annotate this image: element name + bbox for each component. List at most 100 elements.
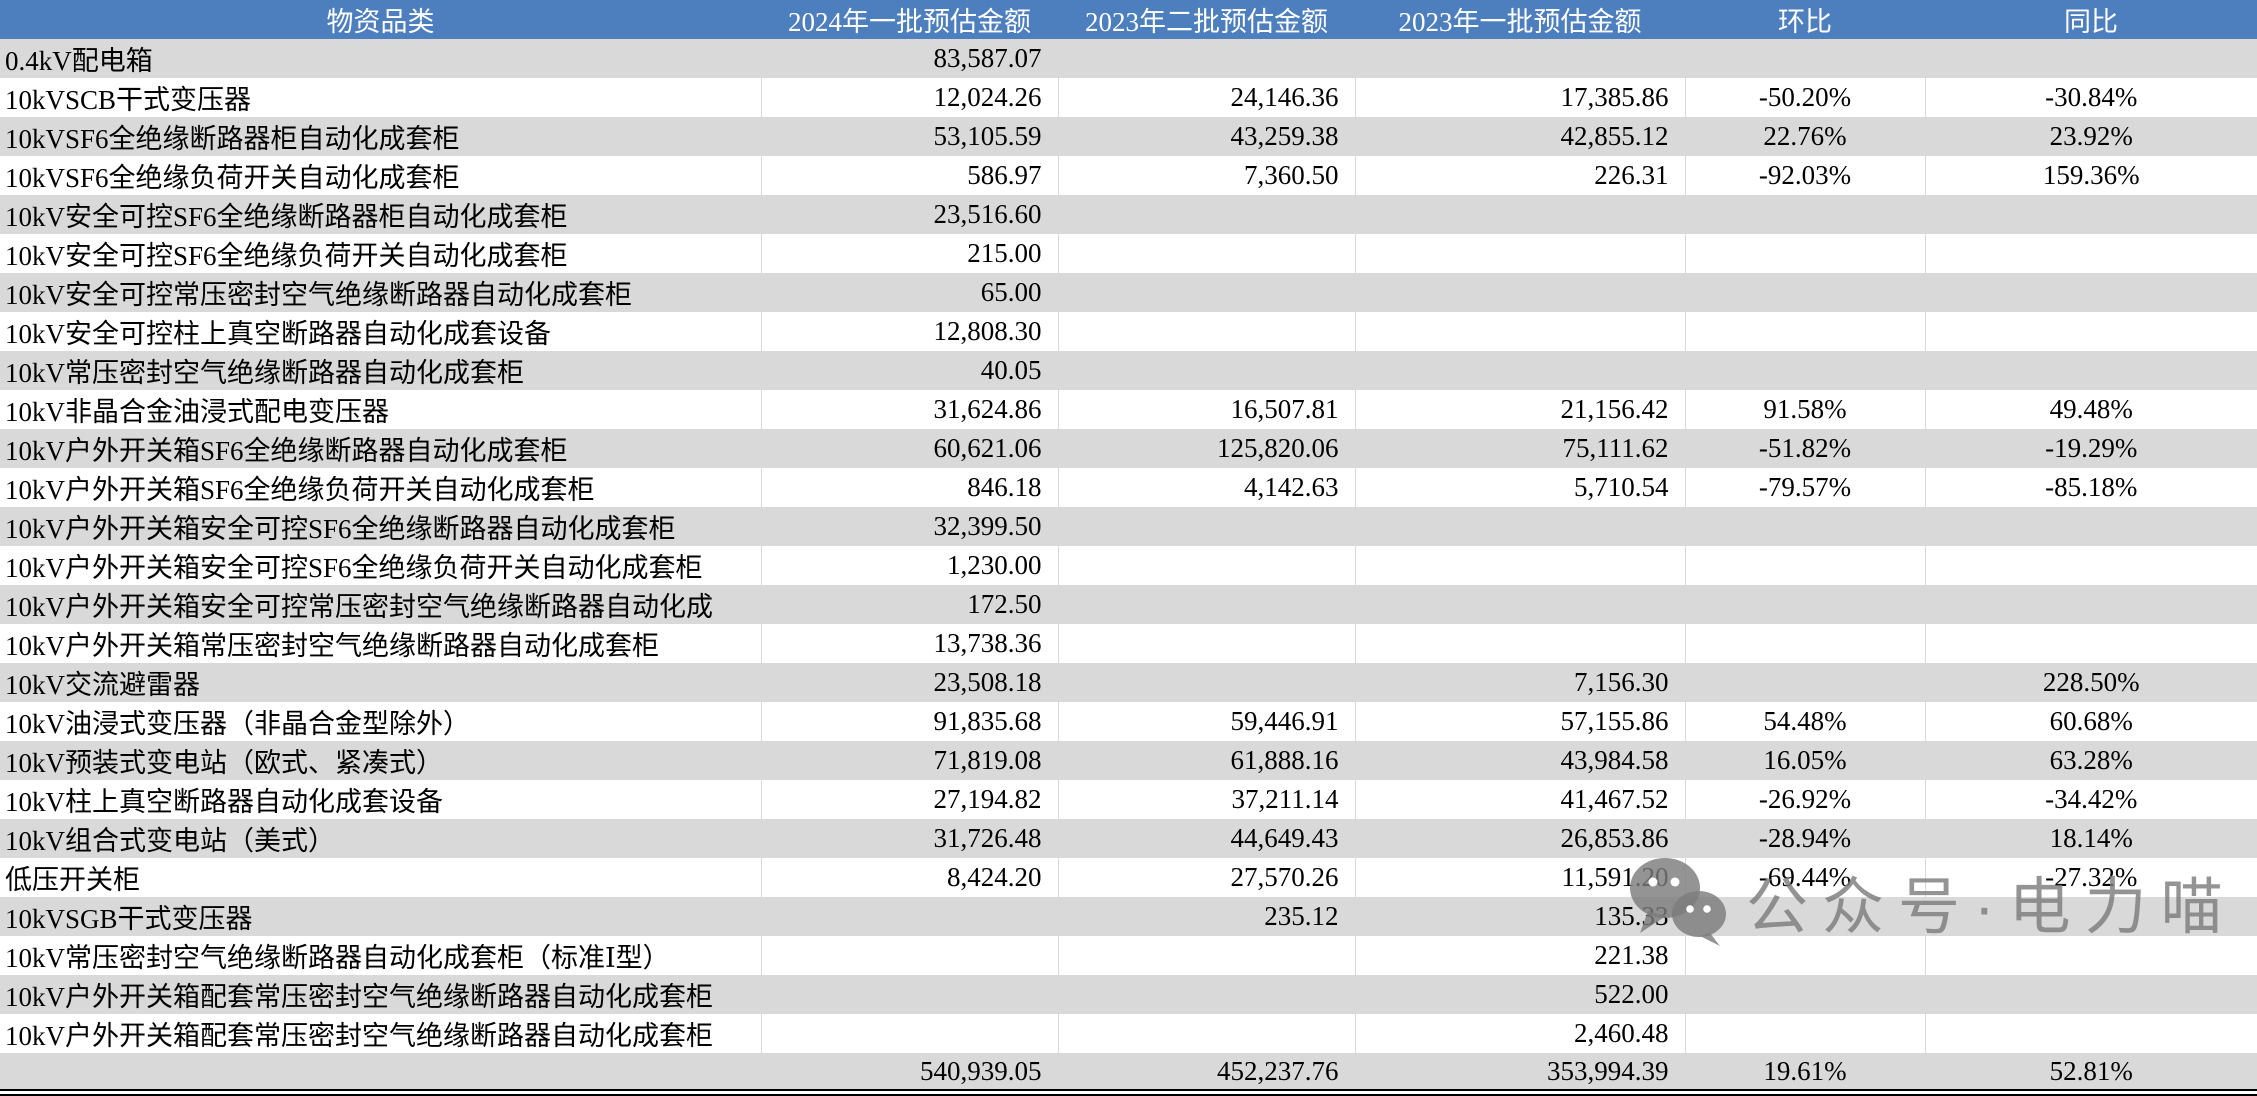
cell-value[interactable] <box>1355 546 1686 585</box>
cell-value[interactable] <box>1925 312 2257 351</box>
column-header[interactable]: 物资品类 <box>0 0 761 39</box>
cell-value[interactable]: 19.61% <box>1685 1053 1926 1093</box>
cell-value[interactable]: -30.84% <box>2045 82 2138 112</box>
cell-value[interactable] <box>1355 585 1686 624</box>
cell-value[interactable] <box>1058 507 1356 546</box>
cell-value[interactable] <box>1058 546 1356 585</box>
cell-value[interactable] <box>1355 39 1686 78</box>
cell-category[interactable]: 10kV交流避雷器 <box>0 663 762 702</box>
cell-category[interactable]: 10kVSCB干式变压器 <box>0 78 762 117</box>
cell-value[interactable]: 37,211.14 <box>1058 780 1356 819</box>
cell-value[interactable]: 63.28% <box>1925 741 2257 780</box>
cell-value[interactable] <box>1685 351 1926 390</box>
cell-value[interactable]: 60.68% <box>2049 706 2133 736</box>
cell-category[interactable]: 10kV户外开关箱配套常压密封空气绝缘断路器自动化成套柜 <box>0 975 762 1014</box>
column-header[interactable]: 同比 <box>1925 0 2257 39</box>
cell-value[interactable] <box>1058 273 1356 312</box>
cell-value[interactable]: 23,516.60 <box>761 195 1059 234</box>
cell-value[interactable]: 24,146.36 <box>1058 78 1356 117</box>
cell-value[interactable]: 23.92% <box>1925 117 2257 156</box>
cell-value[interactable] <box>1685 312 1926 351</box>
cell-value[interactable] <box>1058 39 1356 78</box>
cell-value[interactable]: 2,460.48 <box>1355 1014 1686 1053</box>
cell-value[interactable]: 54.48% <box>1685 702 1926 741</box>
cell-value[interactable] <box>1685 39 1926 78</box>
cell-value[interactable]: -27.32% <box>2045 862 2138 892</box>
cell-value[interactable]: 221.38 <box>1355 936 1686 975</box>
cell-value[interactable]: -50.20% <box>1685 78 1926 117</box>
cell-category[interactable]: 10kV常压密封空气绝缘断路器自动化成套柜（标准Ⅰ型） <box>0 936 762 975</box>
cell-value[interactable] <box>761 975 1059 1014</box>
cell-value[interactable] <box>1925 546 2257 585</box>
column-header[interactable]: 2024年一批预估金额 <box>761 0 1058 39</box>
cell-value[interactable] <box>1355 234 1686 273</box>
cell-category[interactable]: 10kV预装式变电站（欧式、紧凑式） <box>0 741 762 780</box>
cell-value[interactable]: 846.18 <box>761 468 1059 507</box>
cell-value[interactable]: 18.14% <box>1925 819 2257 858</box>
cell-value[interactable]: 135.33 <box>1355 897 1686 936</box>
cell-value[interactable]: 61,888.16 <box>1058 741 1356 780</box>
cell-category[interactable]: 10kV安全可控柱上真空断路器自动化成套设备 <box>0 312 762 351</box>
cell-value[interactable]: 22.76% <box>1685 117 1926 156</box>
cell-value[interactable]: 12,808.30 <box>761 312 1059 351</box>
cell-value[interactable]: 42,855.12 <box>1355 117 1686 156</box>
cell-value[interactable]: -28.94% <box>1685 819 1926 858</box>
cell-value[interactable]: 83,587.07 <box>761 39 1059 78</box>
cell-value[interactable] <box>1925 195 2257 234</box>
cell-value[interactable]: 65.00 <box>761 273 1059 312</box>
column-header[interactable]: 2023年二批预估金额 <box>1058 0 1355 39</box>
cell-value[interactable]: 159.36% <box>2042 160 2140 190</box>
cell-value[interactable]: 91,835.68 <box>761 702 1059 741</box>
cell-value[interactable] <box>1058 234 1356 273</box>
cell-value[interactable] <box>1685 975 1926 1014</box>
cell-value[interactable]: 27,570.26 <box>1058 858 1356 897</box>
cell-value[interactable]: 5,710.54 <box>1355 468 1686 507</box>
cell-value[interactable]: 43,259.38 <box>1058 117 1356 156</box>
cell-value[interactable]: 16,507.81 <box>1058 390 1356 429</box>
cell-value[interactable]: 7,156.30 <box>1355 663 1686 702</box>
cell-value[interactable]: 43,984.58 <box>1355 741 1686 780</box>
cell-category[interactable]: 10kV户外开关箱安全可控常压密封空气绝缘断路器自动化成 <box>0 585 762 624</box>
cell-value[interactable] <box>1058 975 1356 1014</box>
cell-value[interactable]: 26,853.86 <box>1355 819 1686 858</box>
cell-value[interactable] <box>1925 975 2257 1014</box>
cell-category[interactable]: 10kV户外开关箱安全可控SF6全绝缘负荷开关自动化成套柜 <box>0 546 762 585</box>
cell-value[interactable]: 41,467.52 <box>1355 780 1686 819</box>
cell-value[interactable]: 27,194.82 <box>761 780 1059 819</box>
cell-value[interactable] <box>1925 273 2257 312</box>
cell-value[interactable]: -92.03% <box>1685 156 1926 195</box>
cell-value[interactable]: 228.50% <box>1925 663 2257 702</box>
cell-value[interactable]: 125,820.06 <box>1058 429 1356 468</box>
cell-value[interactable] <box>1058 624 1356 663</box>
cell-value[interactable] <box>1058 351 1356 390</box>
cell-value[interactable]: 21,156.42 <box>1355 390 1686 429</box>
cell-value[interactable]: 7,360.50 <box>1058 156 1356 195</box>
cell-category[interactable]: 10kV安全可控SF6全绝缘断路器柜自动化成套柜 <box>0 195 762 234</box>
cell-value[interactable]: 12,024.26 <box>761 78 1059 117</box>
cell-value[interactable] <box>1925 897 2257 936</box>
cell-value[interactable]: 44,649.43 <box>1058 819 1356 858</box>
cell-value[interactable] <box>1058 312 1356 351</box>
cell-value[interactable] <box>761 1014 1059 1053</box>
cell-value[interactable] <box>1355 624 1686 663</box>
cell-category[interactable]: 10kVSGB干式变压器 <box>0 897 762 936</box>
column-header[interactable]: 2023年一批预估金额 <box>1355 0 1685 39</box>
cell-value[interactable] <box>1685 936 1926 975</box>
cell-value[interactable]: 49.48% <box>2049 394 2133 424</box>
cell-value[interactable] <box>1685 1014 1926 1053</box>
cell-value[interactable] <box>1058 936 1356 975</box>
cell-value[interactable]: -34.42% <box>2045 784 2138 814</box>
cell-value[interactable]: -19.29% <box>1925 429 2257 468</box>
cell-value[interactable] <box>1925 351 2257 390</box>
cell-category[interactable]: 10kV户外开关箱SF6全绝缘负荷开关自动化成套柜 <box>0 468 762 507</box>
cell-value[interactable] <box>1685 624 1926 663</box>
cell-value[interactable] <box>1685 273 1926 312</box>
cell-value[interactable]: 23,508.18 <box>761 663 1059 702</box>
column-header[interactable]: 环比 <box>1685 0 1925 39</box>
cell-value[interactable]: 91.58% <box>1685 390 1926 429</box>
cell-value[interactable]: 215.00 <box>761 234 1059 273</box>
cell-value[interactable]: 586.97 <box>761 156 1059 195</box>
cell-value[interactable]: 71,819.08 <box>761 741 1059 780</box>
cell-category[interactable]: 10kVSF6全绝缘负荷开关自动化成套柜 <box>0 156 762 195</box>
cell-category[interactable]: 10kVSF6全绝缘断路器柜自动化成套柜 <box>0 117 762 156</box>
